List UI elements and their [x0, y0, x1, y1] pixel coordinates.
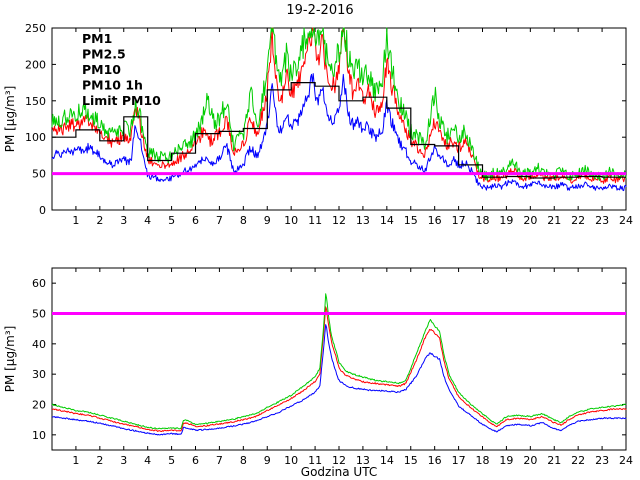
x-tick-label: 14 [380, 214, 394, 227]
x-tick-label: 10 [284, 454, 298, 467]
x-tick-label: 21 [547, 214, 561, 227]
y-tick-label: 250 [25, 22, 46, 35]
x-tick-label: 1 [72, 454, 79, 467]
x-tick-label: 22 [571, 454, 585, 467]
x-tick-label: 18 [476, 214, 490, 227]
legend-item-pm2-5: PM2.5 [82, 47, 126, 62]
x-tick-label: 15 [404, 214, 418, 227]
y-tick-label: 40 [32, 338, 46, 351]
x-tick-label: 11 [308, 214, 322, 227]
series-pm1 [51, 73, 627, 192]
y-axis-label: PM [µg/m³] [3, 86, 17, 153]
x-tick-label: 12 [332, 214, 346, 227]
y-tick-label: 200 [25, 58, 46, 71]
y-tick-label: 20 [32, 399, 46, 412]
y-tick-label: 30 [32, 368, 46, 381]
x-tick-label: 9 [264, 454, 271, 467]
x-tick-label: 22 [571, 214, 585, 227]
x-tick-label: 24 [619, 454, 633, 467]
x-tick-label: 6 [192, 214, 199, 227]
pm-timeseries-chart-top: 1 2 3 4 5 6 7 8 9 10 11 12 13 14 15 16 17 18 19 20 21 22 23 240… [3, 22, 633, 227]
x-tick-label: 20 [523, 214, 537, 227]
y-tick-label: 100 [25, 131, 46, 144]
x-tick-label: 24 [619, 214, 633, 227]
x-tick-label: 8 [240, 214, 247, 227]
x-tick-label: 7 [216, 214, 223, 227]
x-tick-label: 2 [96, 454, 103, 467]
x-tick-label: 19 [499, 454, 513, 467]
y-tick-label: 50 [32, 168, 46, 181]
legend-item-pm1: PM1 [82, 31, 112, 46]
y-axis-label: PM [µg/m³] [3, 326, 17, 393]
x-tick-label: 23 [595, 454, 609, 467]
x-tick-label: 13 [356, 214, 370, 227]
x-tick-label: 2 [96, 214, 103, 227]
x-tick-label: 17 [452, 214, 466, 227]
x-tick-label: 3 [120, 214, 127, 227]
x-tick-label: 7 [216, 454, 223, 467]
y-tick-label: 150 [25, 95, 46, 108]
y-tick-label: 60 [32, 277, 46, 290]
x-tick-label: 18 [476, 454, 490, 467]
y-tick-label: 0 [39, 204, 46, 217]
pm-timeseries-chart-bottom: 1 2 3 4 5 6 7 8 9 10 11 12 13 14 15 16 17 18 19 20 21 22 23 241… [3, 267, 633, 479]
x-tick-label: 17 [452, 454, 466, 467]
x-tick-label: 6 [192, 454, 199, 467]
x-tick-label: 5 [168, 454, 175, 467]
legend-item-pm10-1h: PM10 1h [82, 78, 143, 93]
x-tick-label: 15 [404, 454, 418, 467]
x-tick-label: 4 [144, 214, 151, 227]
x-tick-label: 16 [428, 214, 442, 227]
series-pm10 [51, 293, 627, 430]
legend-item-limit-pm10: Limit PM10 [82, 93, 161, 108]
x-tick-label: 1 [72, 214, 79, 227]
x-tick-label: 11 [308, 454, 322, 467]
x-tick-label: 13 [356, 454, 370, 467]
x-tick-label: 5 [168, 214, 175, 227]
x-tick-label: 3 [120, 454, 127, 467]
x-tick-label: 21 [547, 454, 561, 467]
x-tick-label: 20 [523, 454, 537, 467]
series-pm10-1h [52, 82, 626, 179]
x-tick-label: 12 [332, 454, 346, 467]
x-tick-label: 19 [499, 214, 513, 227]
y-tick-label: 10 [32, 429, 46, 442]
x-tick-label: 14 [380, 454, 394, 467]
x-tick-label: 4 [144, 454, 151, 467]
x-tick-label: 8 [240, 454, 247, 467]
legend-item-pm10: PM10 [82, 62, 121, 77]
x-axis-label: Godzina UTC [301, 465, 377, 479]
series-pm1 [51, 324, 627, 436]
x-tick-label: 9 [264, 214, 271, 227]
figure-title: 19-2-2016 [286, 3, 354, 18]
x-tick-label: 23 [595, 214, 609, 227]
x-tick-label: 10 [284, 214, 298, 227]
y-tick-label: 50 [32, 308, 46, 321]
x-tick-label: 16 [428, 454, 442, 467]
series-pm2-5 [51, 306, 627, 432]
